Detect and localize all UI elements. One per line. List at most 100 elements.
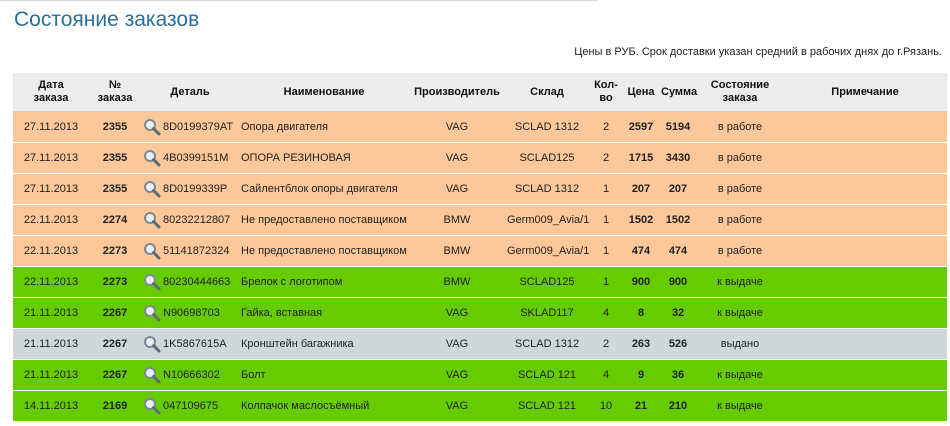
row-price: 1715 xyxy=(623,142,659,174)
row-note xyxy=(783,390,947,421)
row-qty: 2 xyxy=(589,142,623,174)
magnifier-icon[interactable] xyxy=(143,118,161,136)
row-stock: SCLAD125 xyxy=(505,142,589,174)
row-name: Опора двигателя xyxy=(239,111,409,143)
magnifier-icon[interactable] xyxy=(143,335,161,353)
row-stock: SCLAD 121 xyxy=(505,359,589,391)
col-stock: Склад xyxy=(505,73,589,112)
row-qty: 4 xyxy=(589,297,623,329)
row-name: Брелок с логотипом xyxy=(239,266,409,298)
row-qty: 10 xyxy=(589,390,623,421)
row-status: в работе xyxy=(697,142,783,174)
row-note xyxy=(783,111,947,143)
row-date: 22.11.2013 xyxy=(13,235,89,267)
col-maker: Производитель xyxy=(409,73,505,112)
col-note: Примечание xyxy=(783,73,947,112)
row-sum: 36 xyxy=(659,359,697,391)
row-qty: 1 xyxy=(589,266,623,298)
table-row: 22.11.2013 2274 80232212807 Не предоставлен… xyxy=(13,204,947,236)
row-sum: 207 xyxy=(659,173,697,205)
row-price: 900 xyxy=(623,266,659,298)
col-date: Дата заказа xyxy=(13,73,89,112)
row-order: 2273 xyxy=(89,266,141,298)
part-number: 8D0199339P xyxy=(163,183,228,195)
row-price: 21 xyxy=(623,390,659,421)
row-stock: SKLAD117 xyxy=(505,297,589,329)
row-qty: 2 xyxy=(589,111,623,143)
row-maker: BMW xyxy=(409,204,505,236)
magnifier-icon[interactable] xyxy=(143,273,161,291)
magnifier-icon[interactable] xyxy=(143,366,161,384)
row-note xyxy=(783,204,947,236)
col-qty: Кол-во xyxy=(589,73,623,112)
row-date: 27.11.2013 xyxy=(13,111,89,143)
row-sum: 526 xyxy=(659,328,697,360)
part-number: 1K5867615A xyxy=(163,338,227,350)
table-header: Дата заказа № заказа Деталь Наименование П… xyxy=(13,73,947,112)
col-order: № заказа xyxy=(89,73,141,112)
row-maker: BMW xyxy=(409,266,505,298)
row-sum: 900 xyxy=(659,266,697,298)
row-price: 9 xyxy=(623,359,659,391)
row-name: Сайлентблок опоры двигателя xyxy=(239,173,409,205)
row-status: выдано xyxy=(697,328,783,360)
row-detail: 80232212807 xyxy=(141,204,239,236)
row-order: 2273 xyxy=(89,235,141,267)
magnifier-icon[interactable] xyxy=(143,397,161,415)
row-detail: 4B0399151M xyxy=(141,142,239,174)
row-name: Не предоставлено поставщиком xyxy=(239,204,409,236)
row-note xyxy=(783,297,947,329)
col-name: Наименование xyxy=(239,73,409,112)
top-divider xyxy=(0,0,597,1)
part-number: N10666302 xyxy=(163,369,220,381)
row-date: 27.11.2013 xyxy=(13,173,89,205)
row-status: в работе xyxy=(697,111,783,143)
magnifier-icon[interactable] xyxy=(143,211,161,229)
row-name: Болт xyxy=(239,359,409,391)
row-sum: 3430 xyxy=(659,142,697,174)
row-name: ОПОРА РЕЗИНОВАЯ xyxy=(239,142,409,174)
row-status: в работе xyxy=(697,204,783,236)
col-sum: Сумма xyxy=(659,73,697,112)
row-qty: 4 xyxy=(589,359,623,391)
table-row: 14.11.2013 2169 047109675 Колпачок маслосъё… xyxy=(13,390,947,421)
row-detail: N10666302 xyxy=(141,359,239,391)
row-sum: 210 xyxy=(659,390,697,421)
row-order: 2355 xyxy=(89,111,141,143)
row-note xyxy=(783,173,947,205)
row-maker: VAG xyxy=(409,173,505,205)
row-qty: 1 xyxy=(589,204,623,236)
row-maker: VAG xyxy=(409,328,505,360)
row-order: 2169 xyxy=(89,390,141,421)
row-stock: SCLAD 1312 xyxy=(505,173,589,205)
table-row: 21.11.2013 2267 N90698703 Гайка, вставная VA… xyxy=(13,297,947,329)
row-maker: VAG xyxy=(409,111,505,143)
row-maker: VAG xyxy=(409,142,505,174)
row-stock: Germ009_Avia/1 xyxy=(505,235,589,267)
table-row: 21.11.2013 2267 1K5867615A Кронштейн багажн… xyxy=(13,328,947,360)
row-status: к выдаче xyxy=(697,266,783,298)
table-row: 22.11.2013 2273 51141872324 Не предоставлен… xyxy=(13,235,947,267)
magnifier-icon[interactable] xyxy=(143,242,161,260)
row-note xyxy=(783,142,947,174)
row-order: 2355 xyxy=(89,173,141,205)
part-number: 80230444663 xyxy=(163,276,231,288)
row-date: 27.11.2013 xyxy=(13,142,89,174)
part-number: 51141872324 xyxy=(163,245,230,257)
row-date: 21.11.2013 xyxy=(13,359,89,391)
magnifier-icon[interactable] xyxy=(143,304,161,322)
row-price: 1502 xyxy=(623,204,659,236)
row-qty: 1 xyxy=(589,235,623,267)
row-status: к выдаче xyxy=(697,390,783,421)
row-qty: 2 xyxy=(589,328,623,360)
col-price: Цена xyxy=(623,73,659,112)
row-sum: 1502 xyxy=(659,204,697,236)
row-note xyxy=(783,328,947,360)
row-stock: Germ009_Avia/1 xyxy=(505,204,589,236)
magnifier-icon[interactable] xyxy=(143,149,161,167)
row-detail: N90698703 xyxy=(141,297,239,329)
magnifier-icon[interactable] xyxy=(143,180,161,198)
table-row: 21.11.2013 2267 N10666302 Болт VAG SCLAD 121 4… xyxy=(13,359,947,391)
row-order: 2267 xyxy=(89,359,141,391)
row-qty: 1 xyxy=(589,173,623,205)
